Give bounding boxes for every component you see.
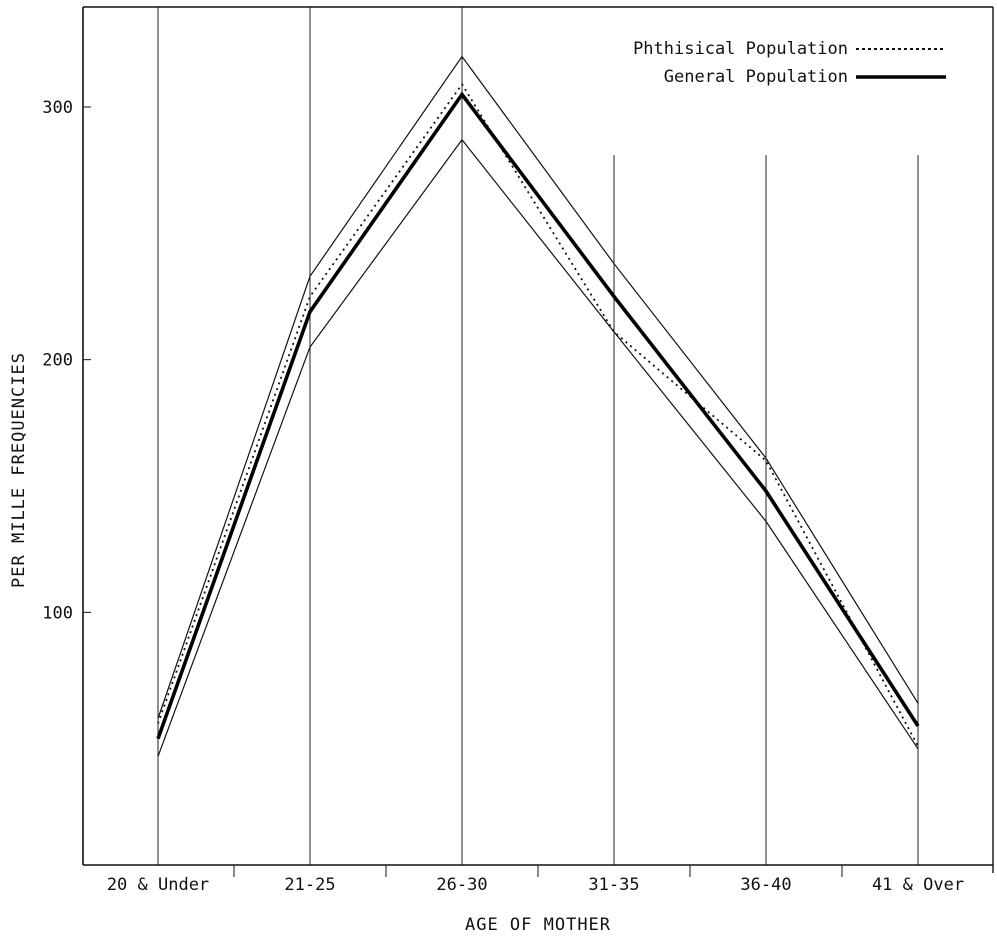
series-bound-line-3 (158, 140, 918, 757)
y-tick-label: 200 (42, 351, 73, 371)
x-tick-label: 36-40 (740, 875, 791, 895)
x-tick-label: 31-35 (588, 875, 639, 895)
y-axis-title: PER MILLE FREQUENCIES (9, 352, 29, 588)
series-lines (158, 56, 918, 756)
labels: 100 200 300 20 & Under 21-25 26-30 31-35 36-40 4… (9, 98, 964, 935)
grid-lines (158, 7, 918, 865)
legend-label-phthisical: Phthisical Population (633, 39, 848, 59)
legend: Phthisical Population General Population (633, 39, 946, 87)
axes (83, 7, 993, 877)
x-tick-label: 41 & Over (872, 875, 964, 895)
y-tick-label: 300 (42, 98, 73, 118)
x-tick-label: 21-25 (284, 875, 335, 895)
x-axis-title: AGE OF MOTHER (465, 915, 611, 935)
series-bound-line-2 (158, 57, 918, 719)
x-tick-label: 20 & Under (107, 875, 209, 895)
x-tick-label: 26-30 (436, 875, 487, 895)
y-tick-label: 100 (42, 603, 73, 623)
series-general-line (158, 94, 918, 738)
legend-label-general: General Population (664, 67, 848, 87)
